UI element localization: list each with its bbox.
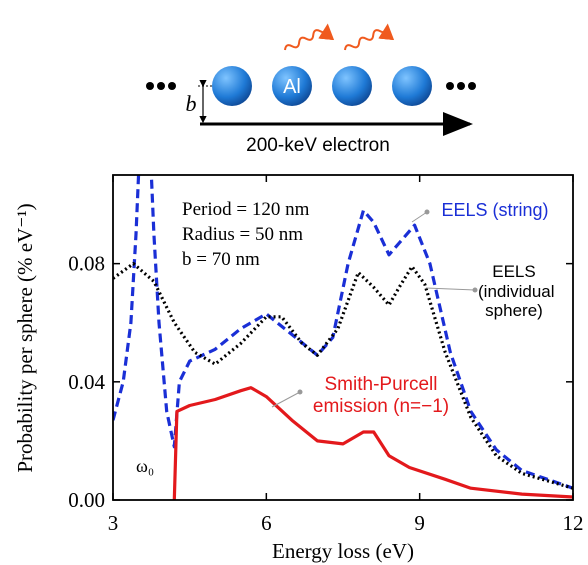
leader-dot (424, 209, 430, 215)
x-tick-label: 12 (563, 511, 584, 535)
series-label: EELS (string) (441, 200, 549, 220)
sphere (332, 66, 372, 106)
sphere-label: Al (283, 76, 301, 98)
annotation: ω₀ (136, 456, 154, 476)
leader-dot (297, 389, 303, 395)
dot (457, 82, 465, 90)
x-tick-label: 9 (414, 511, 425, 535)
y-axis-label: Probability per sphere (% eV⁻¹) (13, 203, 37, 472)
leader-line (411, 211, 428, 223)
y-tick-label: 0.04 (68, 370, 105, 394)
leader-line (271, 391, 301, 408)
x-tick-label: 6 (261, 511, 272, 535)
x-tick-label: 3 (108, 511, 119, 535)
series-line (172, 386, 573, 500)
leader-line (425, 287, 476, 291)
dot (168, 82, 176, 90)
dot (157, 82, 165, 90)
sphere (392, 66, 432, 106)
dot (468, 82, 476, 90)
series-label: Smith-Purcell emission (n=−1) (312, 374, 450, 417)
dot (446, 82, 454, 90)
photon (284, 23, 335, 51)
annotation: Radius = 50 nm (182, 224, 303, 245)
sphere (272, 66, 312, 106)
plot-lines (113, 175, 573, 500)
plot-frame (112, 174, 574, 501)
annotation: Period = 120 nm (182, 199, 310, 220)
photon (344, 23, 395, 51)
dot (146, 82, 154, 90)
x-axis-label: Energy loss (eV) (272, 539, 414, 563)
annotation: b = 70 nm (182, 249, 260, 270)
y-tick-label: 0.00 (68, 488, 105, 512)
series-label: EELS (individual sphere) (478, 262, 555, 321)
y-tick-label: 0.08 (68, 252, 105, 276)
electron-label: 200-keV electron (246, 135, 390, 156)
schematic: Al b 200-keV electron (146, 23, 476, 156)
impact-label: b (186, 91, 197, 116)
leader-dot (472, 287, 478, 293)
series-line (113, 175, 573, 490)
sphere (212, 66, 252, 106)
